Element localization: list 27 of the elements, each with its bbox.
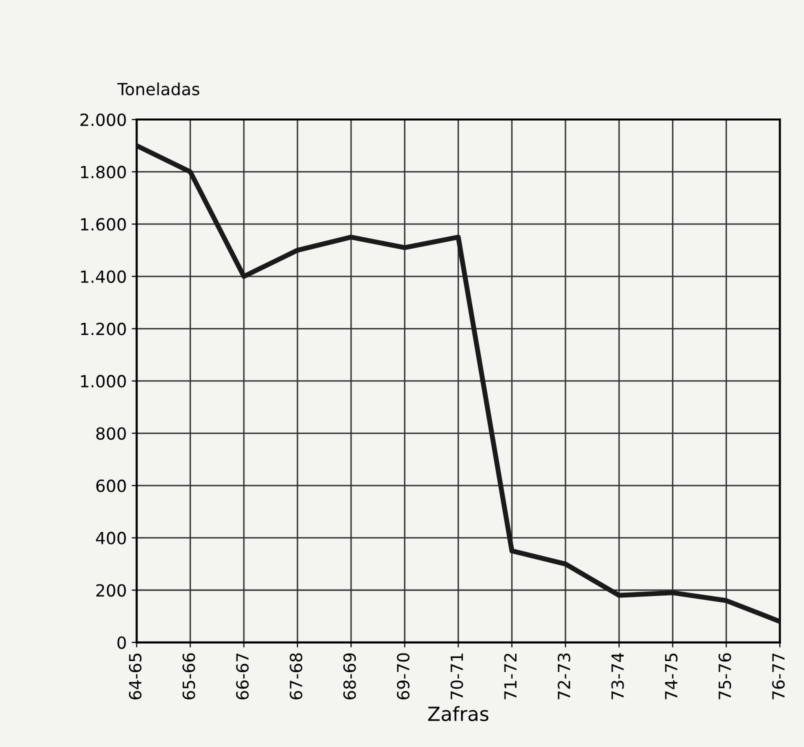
line-series	[136, 143, 780, 624]
x-tick-label: 69-70	[396, 653, 410, 700]
y-tick-label: 200	[96, 584, 126, 597]
x-tick-label: 70-71	[450, 654, 464, 700]
x-tick-label: 65-66	[182, 653, 196, 700]
y-axis-title: Toneladas	[117, 82, 200, 96]
y-tick-label: 1.400	[81, 270, 126, 283]
y-tick-label: 1.800	[81, 166, 126, 178]
x-axis-title: Zafras	[428, 706, 488, 722]
x-tick-label: 71-72	[504, 654, 516, 700]
y-tick-label: 800	[96, 427, 126, 440]
x-tick-label: 75-76	[718, 653, 732, 700]
y-tick-label: 600	[96, 480, 126, 492]
x-tick-label: 72-73	[558, 653, 570, 700]
x-tick-label: 66-67	[236, 654, 249, 700]
x-tick-label: 74-75	[665, 654, 678, 700]
y-tick-label: 1.000	[81, 374, 126, 388]
y-tick-label: 0	[117, 636, 126, 649]
x-tick-label: 64-65	[128, 654, 142, 700]
x-tick-label: 73-74	[611, 653, 624, 700]
x-tick-label: 67-68	[290, 653, 302, 700]
x-tick-label: 76-77	[772, 654, 785, 700]
y-tick-label: 400	[96, 532, 126, 544]
y-tick-label: 1.600	[81, 218, 126, 231]
y-tick-label: 2.000	[80, 113, 126, 126]
y-tick-label: 1.200	[81, 322, 126, 336]
x-tick-label: 68-69	[343, 653, 356, 700]
